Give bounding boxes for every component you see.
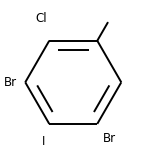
- Text: Br: Br: [4, 76, 17, 89]
- Text: Cl: Cl: [35, 12, 47, 25]
- Text: Br: Br: [103, 132, 116, 145]
- Text: I: I: [42, 135, 45, 148]
